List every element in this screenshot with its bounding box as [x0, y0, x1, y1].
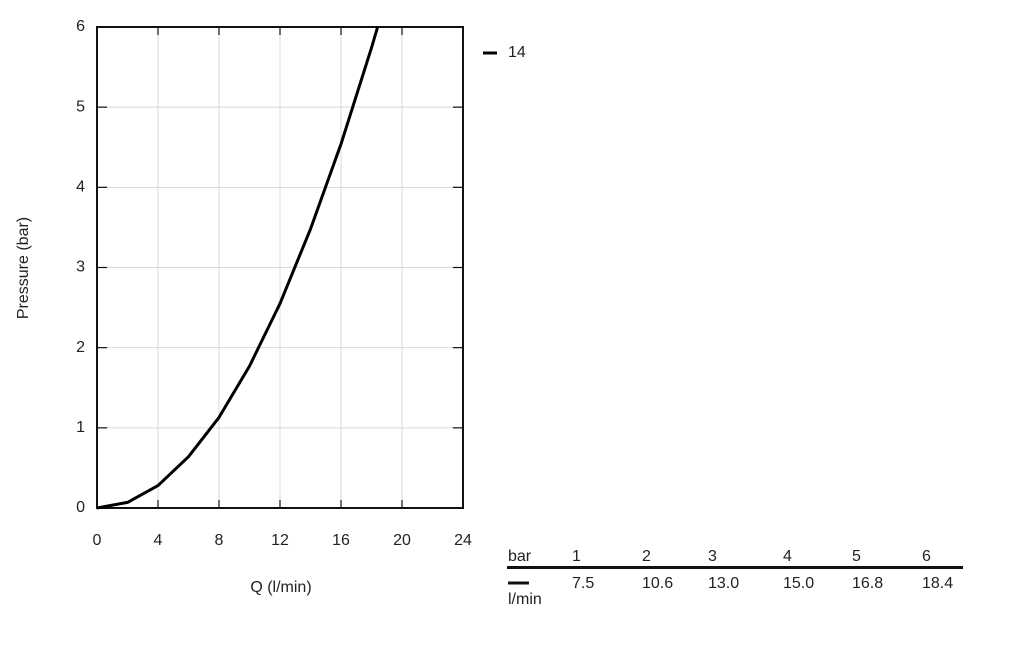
table-row-header: bar [508, 548, 532, 565]
x-tick-label: 12 [271, 532, 289, 549]
x-tick-label: 16 [332, 532, 350, 549]
data-line [96, 26, 380, 510]
x-tick-label: 4 [154, 532, 163, 549]
table-cell: 15.0 [783, 575, 814, 592]
table-cell: 10.6 [642, 575, 673, 592]
legend-label: 14 [508, 44, 526, 61]
y-tick-label: 2 [76, 339, 85, 356]
table-cell: 5 [852, 548, 861, 565]
table-cell: 2 [642, 548, 651, 565]
y-tick-label: 5 [76, 98, 85, 115]
y-tick-label: 6 [76, 18, 85, 35]
table-cell: 18.4 [922, 575, 953, 592]
table-cell: 1 [572, 548, 581, 565]
table-cell: 13.0 [708, 575, 739, 592]
table-cell: 16.8 [852, 575, 883, 592]
table-cell: 3 [708, 548, 717, 565]
x-tick-label: 0 [93, 532, 102, 549]
x-tick-label: 8 [215, 532, 224, 549]
x-tick-label: 20 [393, 532, 411, 549]
y-tick-label: 1 [76, 419, 85, 436]
y-tick-label: 4 [76, 179, 85, 196]
table-row-header: l/min [508, 591, 542, 608]
x-axis-label: Q (l/min) [250, 579, 311, 596]
y-tick-label: 3 [76, 259, 85, 276]
y-axis-label: Pressure (bar) [15, 217, 32, 319]
x-tick-label: 24 [454, 532, 472, 549]
plot-frame [96, 26, 464, 509]
table-cell: 7.5 [572, 575, 594, 592]
table-cell: 6 [922, 548, 931, 565]
table-cell: 4 [783, 548, 792, 565]
y-tick-label: 0 [76, 499, 85, 516]
